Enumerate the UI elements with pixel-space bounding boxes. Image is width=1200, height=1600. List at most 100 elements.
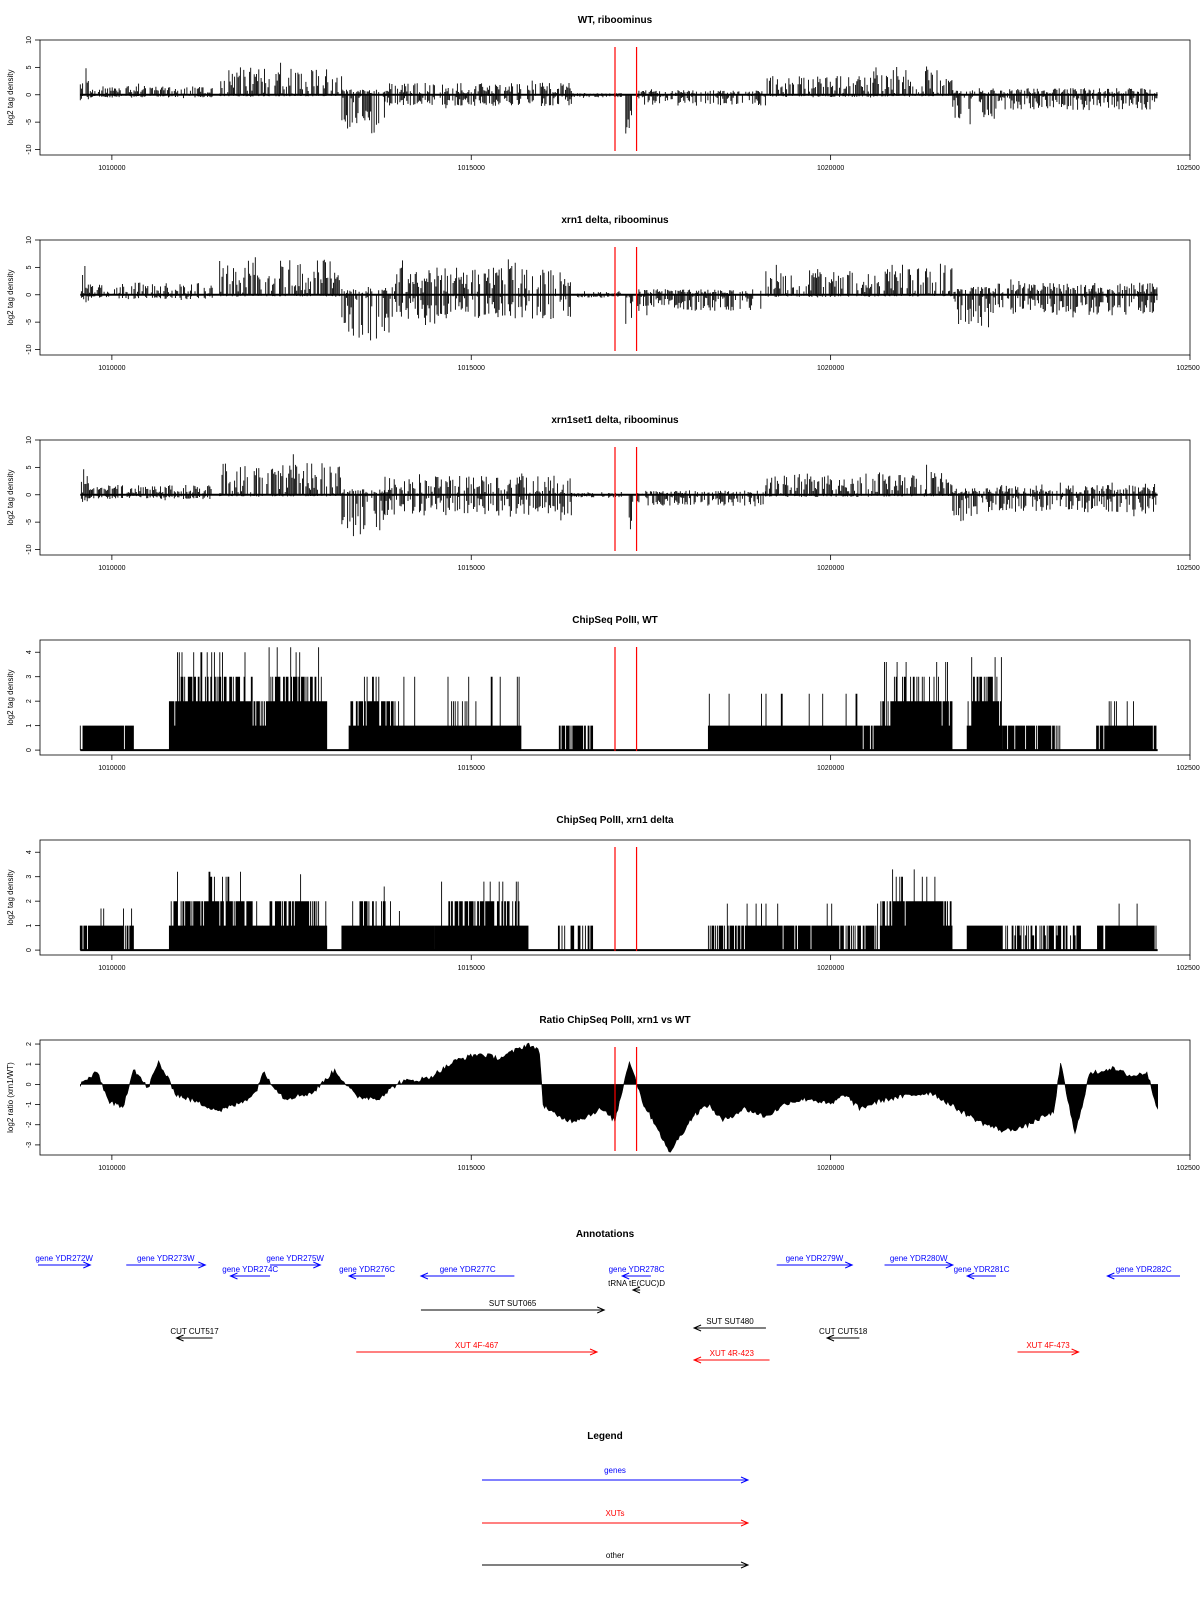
bar-segment-10 <box>1002 725 1061 751</box>
bar-segment-7 <box>628 494 634 530</box>
x-tick-label: 1025000 <box>1176 1165 1200 1172</box>
x-tick-label: 1010000 <box>98 765 125 772</box>
y-tick-label: -5 <box>26 519 33 525</box>
feature-xut-4f-473: XUT 4F-473 <box>1017 1341 1080 1356</box>
y-tick-label: -10 <box>26 344 33 354</box>
legend-item-other: other <box>482 1551 750 1569</box>
arrow-head <box>419 1272 429 1280</box>
arrow-head <box>313 1261 322 1269</box>
y-tick-label: 3 <box>26 875 33 879</box>
y-tick-label: 1 <box>26 1062 33 1066</box>
bar-segment-1 <box>80 469 90 502</box>
feature-label: gene YDR278C <box>609 1265 665 1274</box>
feature-label: gene YDR276C <box>339 1265 395 1274</box>
x-tick-label: 1010000 <box>98 565 125 572</box>
y-tick-label: 5 <box>26 465 33 469</box>
arrow-head <box>692 1356 702 1364</box>
feature-gene-ydr276c: gene YDR276C <box>339 1265 395 1280</box>
y-tick-label: 5 <box>26 265 33 269</box>
y-tick-label: -5 <box>26 119 33 125</box>
legend-label: genes <box>604 1466 626 1475</box>
y-tick-label: 10 <box>26 436 33 444</box>
bar-segment-7 <box>625 94 632 134</box>
feature-label: XUT 4F-467 <box>455 1341 499 1350</box>
feature-label: SUT SUT065 <box>489 1299 537 1308</box>
bar-segment-4 <box>341 886 400 951</box>
panel-title: xrn1 delta, riboominus <box>561 215 669 226</box>
x-tick-label: 1020000 <box>817 365 844 372</box>
bar-segment-5 <box>398 676 522 751</box>
x-tick-label: 1015000 <box>458 965 485 972</box>
x-tick-label: 1010000 <box>98 965 125 972</box>
y-tick-label: 2 <box>26 899 33 903</box>
legend-label: XUTs <box>605 1509 624 1518</box>
y-tick-label: 10 <box>26 36 33 44</box>
y-axis-label: log2 tag density <box>6 869 15 925</box>
feature-label: gene YDR281C <box>954 1265 1010 1274</box>
panel-title: ChipSeq PolII, xrn1 delta <box>556 815 674 826</box>
x-tick-label: 1010000 <box>98 1165 125 1172</box>
arrow-head <box>198 1261 207 1269</box>
bar-segment-7 <box>557 925 594 951</box>
ratio-area <box>80 1042 1158 1153</box>
panel-2: xrn1 delta, riboominus log2 tag density -1… <box>6 215 1200 372</box>
y-axis-label: log2 tag density <box>6 469 15 525</box>
feature-gene-ydr278c: gene YDR278C <box>609 1265 665 1280</box>
plot-frame <box>39 239 1191 356</box>
panel-3: xrn1set1 delta, riboominus log2 tag densi… <box>6 415 1200 572</box>
y-tick-label: 0 <box>26 748 33 752</box>
y-axis-label: log2 tag density <box>6 669 15 725</box>
bar-segment-2 <box>89 485 212 501</box>
bar-segment-3 <box>219 454 341 497</box>
legend-label: other <box>606 1551 625 1560</box>
x-tick-label: 1020000 <box>817 965 844 972</box>
feature-xut-4f-467: XUT 4F-467 <box>356 1341 599 1356</box>
x-tick-label: 1020000 <box>817 165 844 172</box>
y-tick-label: 4 <box>26 650 33 654</box>
bar-segment-6 <box>558 725 594 751</box>
y-tick-label: -1 <box>26 1101 33 1107</box>
bar-segment-11 <box>952 488 994 522</box>
feature-gene-ydr273w: gene YDR273W <box>126 1254 207 1269</box>
data-bars <box>80 257 1158 341</box>
x-tick-label: 1015000 <box>458 765 485 772</box>
feature-label: SUT SUT480 <box>706 1317 754 1326</box>
x-tick-label: 1015000 <box>458 565 485 572</box>
feature-label: gene YDR272W <box>35 1254 93 1263</box>
y-tick-label: 4 <box>26 850 33 854</box>
bar-segment-12 <box>995 88 1158 111</box>
feature-label: gene YDR279W <box>786 1254 844 1263</box>
bar-segment-6 <box>434 881 529 951</box>
arrow-head <box>589 1348 599 1356</box>
bar-segment-3 <box>219 257 340 297</box>
bar-segment-2 <box>168 871 263 951</box>
plot-frame <box>39 639 1191 756</box>
bar-segment-10 <box>966 925 1003 951</box>
feature-gene-ydr280w: gene YDR280W <box>884 1254 955 1269</box>
feature-gene-ydr275w: gene YDR275W <box>266 1254 324 1269</box>
bar-segment-2 <box>168 652 263 751</box>
annotations-track: Annotations gene YDR272W gene YDR273W gene… <box>35 1229 1180 1364</box>
bar-segment-4 <box>341 89 385 134</box>
bar-segment-8 <box>880 662 953 751</box>
y-tick-label: 0 <box>26 493 33 497</box>
legend-arrow <box>740 1476 750 1484</box>
x-tick-label: 1010000 <box>98 165 125 172</box>
y-tick-label: 0 <box>26 948 33 952</box>
annotation-features: gene YDR272W gene YDR273W gene YDR274C gene… <box>35 1254 1180 1364</box>
y-tick-label: 1 <box>26 924 33 928</box>
feature-label: gene YDR277C <box>440 1265 496 1274</box>
arrow-head <box>347 1272 357 1280</box>
feature-gene-ydr282c: gene YDR282C <box>1106 1265 1180 1280</box>
data-bars <box>79 62 1158 134</box>
bar-segment-8 <box>636 490 766 507</box>
x-tick-label: 1025000 <box>1176 565 1200 572</box>
y-tick-label: 2 <box>26 1042 33 1046</box>
feature-gene-ydr274c: gene YDR274C <box>222 1265 278 1280</box>
arrow-head <box>597 1306 606 1314</box>
arrow-head <box>631 1286 641 1294</box>
y-tick-label: -3 <box>26 1142 33 1148</box>
annotations-title: Annotations <box>576 1229 635 1240</box>
feature-label: XUT 4R-423 <box>710 1349 755 1358</box>
